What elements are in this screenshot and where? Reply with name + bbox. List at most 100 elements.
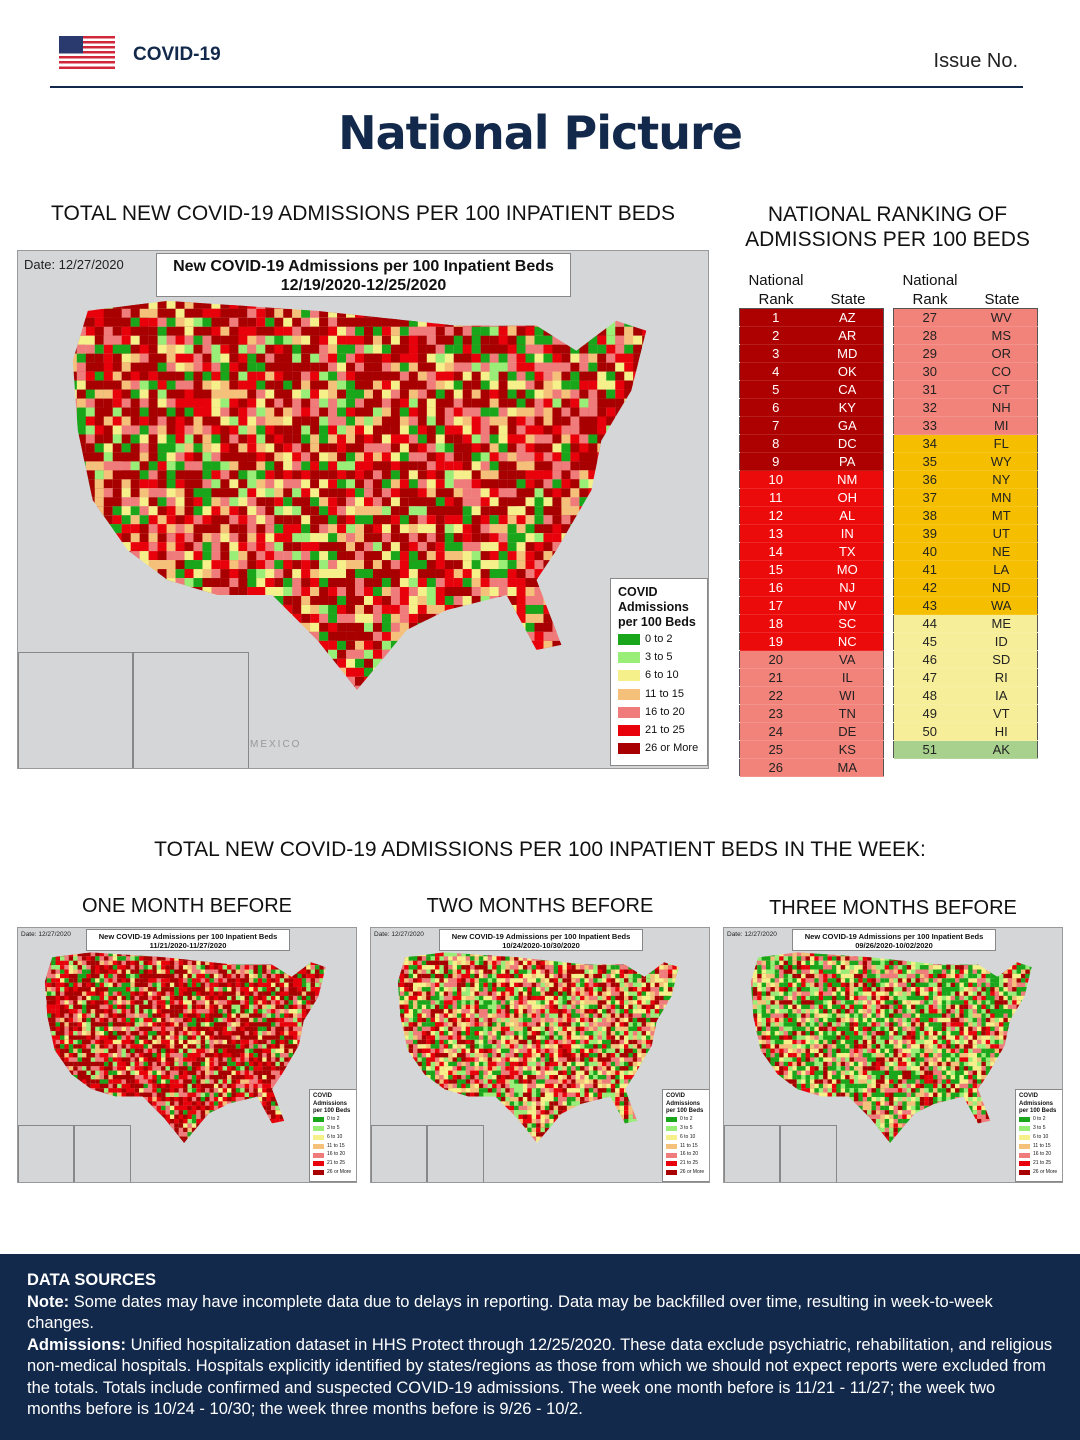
- ranking-row: 24 DE: [739, 722, 884, 741]
- county-cell: [633, 515, 647, 525]
- county-cell: [337, 578, 347, 588]
- weekly-admissions-map: Date: 12/27/2020 New COVID-19 Admissions…: [17, 927, 357, 1183]
- county-cell: [633, 335, 647, 345]
- county-cell: [337, 470, 347, 480]
- county-cell: [86, 1061, 91, 1067]
- county-cell: [471, 640, 490, 650]
- county-cell: [390, 470, 400, 480]
- county-cell: [86, 1026, 91, 1032]
- county-cell: [301, 497, 311, 507]
- county-cell: [148, 497, 158, 507]
- county-cell: [346, 425, 356, 435]
- county-cell: [328, 640, 338, 650]
- county-cell: [46, 956, 52, 961]
- county-cell: [76, 613, 95, 623]
- county-cell: [238, 344, 248, 354]
- county-cell: [244, 995, 254, 1001]
- county-cell: [279, 1057, 285, 1062]
- county-cell: [471, 524, 481, 534]
- county-cell: [60, 965, 65, 970]
- ranking-row: 15 MO: [739, 560, 884, 579]
- county-cell: [86, 987, 96, 992]
- county-cell: [363, 317, 373, 327]
- county-cell: [148, 461, 158, 471]
- county-cell: [355, 371, 364, 381]
- county-cell: [175, 551, 185, 561]
- county-cell: [471, 452, 490, 462]
- county-cell: [257, 982, 263, 988]
- county-cell: [516, 658, 526, 668]
- county-cell: [301, 1057, 311, 1062]
- county-cell: [76, 596, 95, 605]
- county-cell: [64, 1000, 69, 1005]
- rank-cell: 24: [739, 722, 812, 741]
- county-cell: [624, 353, 634, 363]
- county-cell: [60, 987, 65, 992]
- county-cell: [319, 434, 329, 444]
- county-cell: [196, 960, 201, 966]
- county-cell: [125, 991, 135, 996]
- state-cell: HI: [965, 722, 1038, 741]
- county-cell: [319, 506, 329, 516]
- county-cell: [187, 1053, 197, 1058]
- county-cell: [462, 362, 472, 372]
- county-cell: [205, 1044, 210, 1049]
- county-cell: [60, 1057, 65, 1062]
- county-cell: [363, 452, 382, 462]
- county-cell: [184, 434, 194, 444]
- county-cell: [147, 1053, 157, 1058]
- county-cell: [444, 443, 454, 453]
- county-cell: [288, 956, 298, 961]
- county-cell: [148, 300, 167, 309]
- county-cell: [624, 371, 634, 381]
- county-cell: [426, 685, 445, 690]
- county-cell: [525, 569, 535, 579]
- county-cell: [247, 533, 257, 543]
- county-cell: [283, 515, 293, 525]
- county-cell: [372, 380, 391, 390]
- county-cell: [112, 991, 118, 996]
- county-cell: [193, 300, 203, 309]
- county-cell: [346, 533, 356, 543]
- county-cell: [651, 291, 669, 300]
- county-cell: [99, 1053, 104, 1058]
- county-cell: [103, 398, 113, 408]
- county-cell: [130, 407, 149, 417]
- county-cell: [130, 1022, 135, 1027]
- rank-cell: 43: [893, 596, 966, 615]
- county-cell: [76, 631, 95, 641]
- county-cell: [60, 1017, 65, 1023]
- county-cell: [73, 1039, 78, 1045]
- county-cell: [209, 1053, 219, 1058]
- county-cell: [301, 1013, 307, 1018]
- county-cell: [274, 515, 284, 525]
- county-cell: [139, 995, 144, 1001]
- county-cell: [319, 326, 338, 336]
- county-cell: [292, 667, 302, 677]
- county-cell: [363, 640, 373, 650]
- county-cell: [257, 952, 267, 957]
- county-cell: [112, 1035, 118, 1040]
- county-cell: [121, 1044, 126, 1049]
- county-cell: [310, 569, 329, 579]
- county-cell: [187, 1000, 192, 1005]
- county-cell: [112, 317, 131, 327]
- state-cell: NM: [811, 470, 884, 489]
- county-cell: [561, 569, 571, 579]
- county-cell: [301, 1017, 307, 1023]
- county-cell: [561, 398, 571, 408]
- county-cell: [319, 1022, 324, 1027]
- county-cell: [275, 952, 285, 957]
- ranking-row: 12 AL: [739, 506, 884, 525]
- county-cell: [543, 300, 562, 309]
- county-cell: [292, 622, 302, 632]
- county-cell: [516, 300, 535, 309]
- county-cell: [297, 948, 301, 952]
- county-cell: [271, 1035, 276, 1040]
- county-cell: [399, 416, 409, 426]
- county-cell: [426, 587, 445, 596]
- county-cell: [588, 470, 607, 480]
- county-cell: [588, 389, 598, 399]
- county-cell: [130, 1039, 135, 1045]
- county-cell: [209, 991, 214, 996]
